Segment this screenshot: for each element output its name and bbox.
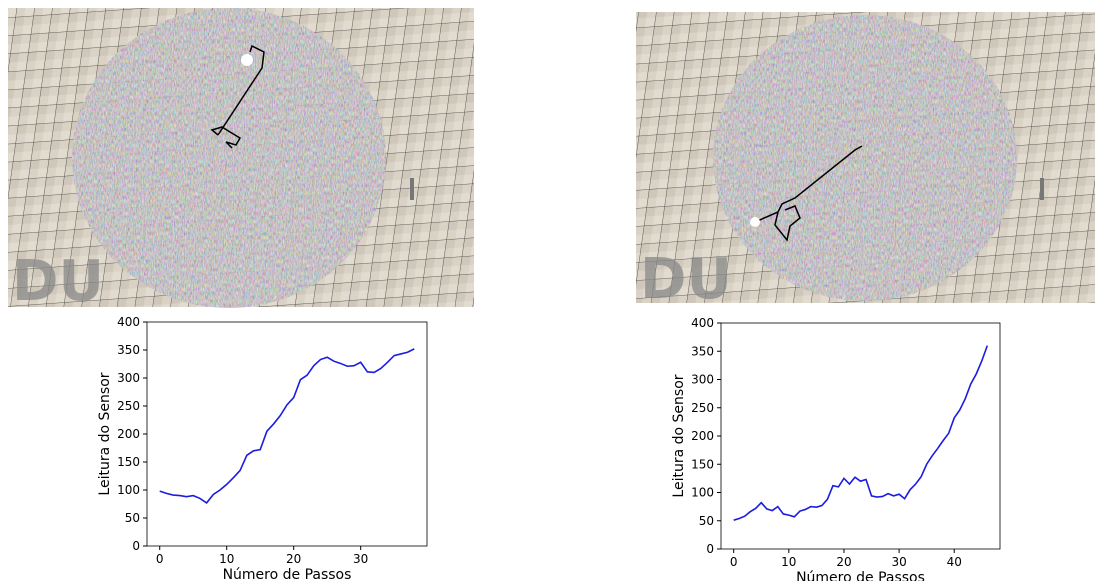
y-tick-label: 0 — [132, 539, 140, 553]
x-tick-label: 0 — [156, 552, 164, 566]
y-tick-label: 300 — [691, 373, 714, 387]
data-line — [733, 345, 989, 521]
y-tick-label: 100 — [117, 483, 140, 497]
y-tick-label: 200 — [691, 429, 714, 443]
scene-image: DU — [8, 8, 474, 314]
x-tick-label: 20 — [836, 555, 851, 569]
y-tick-label: 50 — [125, 511, 140, 525]
y-tick-label: 100 — [691, 486, 714, 500]
y-axis-label: Leitura do Sensor — [671, 374, 687, 497]
y-tick-label: 200 — [117, 427, 140, 441]
x-axis-label: Número de Passos — [796, 570, 925, 581]
data-line — [159, 348, 415, 504]
scene-watermark: DU — [12, 249, 104, 314]
y-tick-label: 150 — [117, 455, 140, 469]
y-axis-label: Leitura do Sensor — [97, 372, 113, 495]
y-tick-label: 250 — [691, 401, 714, 415]
plot-frame — [146, 321, 428, 547]
y-tick-label: 0 — [706, 542, 714, 556]
scene-watermark: DU — [640, 247, 732, 312]
x-axis-label: Número de Passos — [223, 567, 352, 581]
x-tick-label: 30 — [891, 555, 906, 569]
x-tick-label: 40 — [947, 555, 962, 569]
x-tick-label: 10 — [219, 552, 234, 566]
scene-image: DU — [636, 12, 1095, 312]
y-tick-label: 400 — [691, 316, 714, 330]
y-tick-label: 400 — [117, 315, 140, 329]
x-tick-label: 30 — [353, 552, 368, 566]
line-chart: 0 50 100 150 200 250 300 350 400 0 10 20 30 40 Número … — [671, 316, 1001, 585]
x-tick-label: 20 — [286, 552, 301, 566]
plot-frame — [720, 322, 1001, 550]
y-tick-label: 50 — [699, 514, 714, 528]
y-tick-label: 350 — [691, 344, 714, 358]
x-tick-label: 0 — [730, 555, 738, 569]
x-tick-label: 10 — [781, 555, 796, 569]
y-tick-label: 300 — [117, 371, 140, 385]
y-tick-label: 250 — [117, 399, 140, 413]
y-tick-label: 350 — [117, 343, 140, 357]
y-tick-label: 150 — [691, 457, 714, 471]
